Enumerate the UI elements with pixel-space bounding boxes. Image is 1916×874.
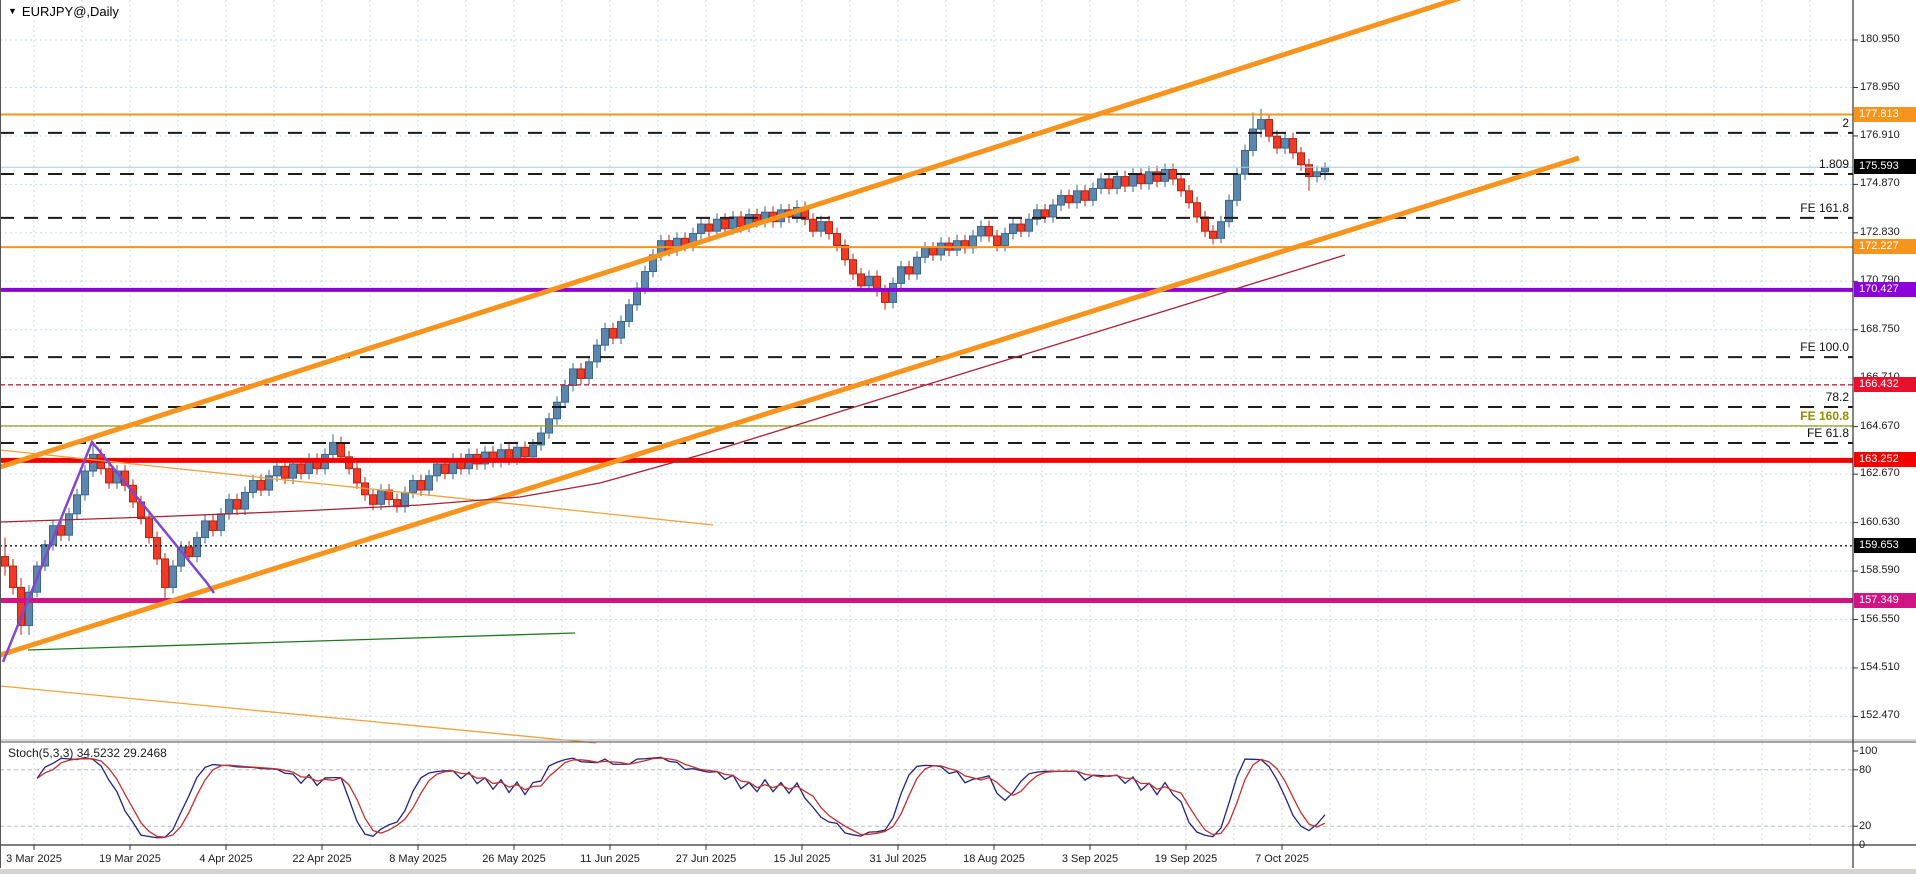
symbol-label: EURJPY@,Daily: [21, 4, 119, 19]
dropdown-arrow-icon[interactable]: ▼: [8, 6, 17, 16]
symbol-title[interactable]: ▼ EURJPY@,Daily: [8, 4, 119, 19]
price-axis[interactable]: [1853, 0, 1916, 845]
date-axis[interactable]: [0, 845, 1916, 869]
stoch-indicator-label: Stoch(5,3,3) 34.5232 29.2468: [8, 746, 167, 760]
